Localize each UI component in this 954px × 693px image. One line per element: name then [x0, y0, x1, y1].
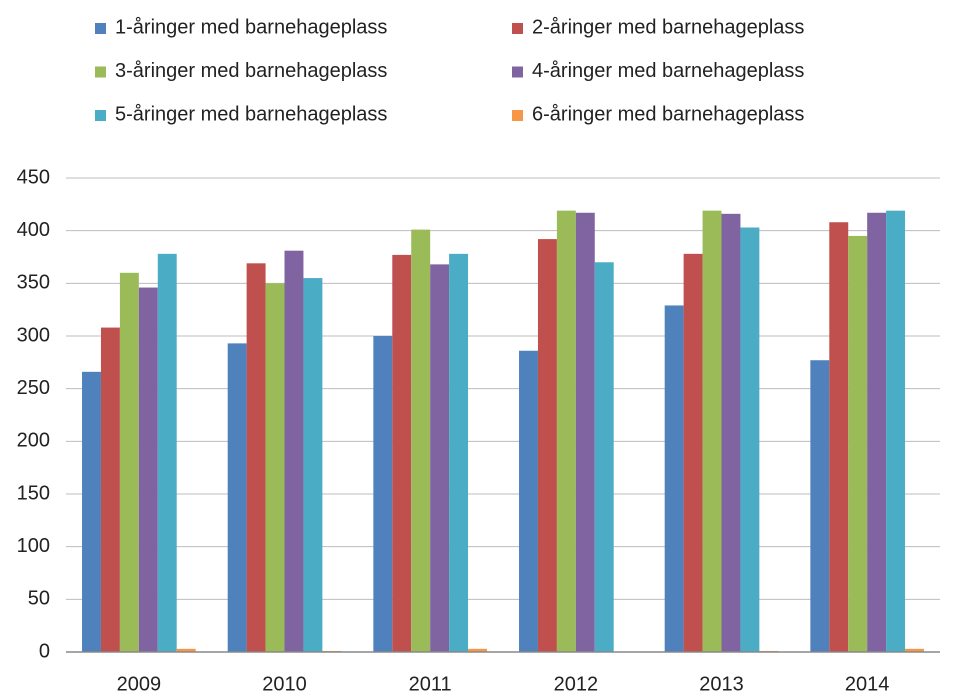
bar: [886, 210, 906, 653]
y-tick-label: 250: [17, 377, 50, 399]
bar: [449, 253, 469, 652]
legend-label: 1-åringer med barnehageplass: [115, 16, 387, 38]
bar: [519, 350, 538, 652]
legend-swatch: [512, 23, 523, 34]
y-tick-label: 150: [17, 482, 50, 504]
bar: [246, 263, 266, 652]
y-tick-label: 200: [17, 430, 50, 452]
y-tick-label: 300: [17, 324, 50, 346]
bar: [119, 272, 139, 652]
legend-label: 2-åringer med barnehageplass: [532, 16, 804, 38]
y-tick-label: 400: [17, 219, 50, 241]
bar: [138, 287, 158, 652]
legend-swatch: [95, 23, 106, 34]
bar: [740, 227, 760, 653]
bar: [157, 253, 177, 652]
bar: [867, 212, 887, 652]
y-tick-label: 350: [17, 272, 50, 294]
bar: [683, 253, 703, 652]
legend-label: 4-åringer med barnehageplass: [532, 60, 804, 82]
legend-swatch: [95, 66, 106, 78]
bar: [176, 648, 196, 652]
x-tick-label: 2010: [262, 673, 307, 693]
x-tick-label: 2011: [409, 673, 452, 693]
bar: [575, 212, 595, 652]
x-tick-label: 2012: [554, 673, 599, 693]
legend-label: 6-åringer med barnehageplass: [532, 103, 804, 125]
bar: [702, 210, 722, 653]
legend-label: 3-åringer med barnehageplass: [115, 60, 387, 82]
bar: [227, 343, 247, 652]
bar: [537, 239, 557, 653]
x-tick-label: 2014: [845, 673, 890, 693]
legend-label: 5-åringer med barnehageplass: [115, 103, 387, 125]
y-tick-label: 50: [28, 588, 50, 610]
bar: [100, 327, 120, 652]
x-tick-label: 2009: [117, 673, 162, 693]
bar: [905, 648, 924, 652]
bar: [556, 210, 576, 653]
bar: [373, 336, 393, 652]
y-tick-label: 0: [39, 640, 50, 662]
bar: [430, 264, 450, 652]
bar: [721, 213, 741, 652]
bar: [392, 254, 412, 653]
bar: [468, 648, 487, 652]
y-tick-label: 100: [17, 535, 50, 557]
bar: [829, 222, 849, 653]
bar: [411, 229, 431, 652]
bar: [810, 360, 830, 652]
bar: [284, 250, 304, 652]
bar: [265, 283, 285, 652]
bar: [594, 262, 614, 652]
bar: [303, 278, 323, 652]
bar: [664, 305, 684, 652]
x-tick-label: 2013: [699, 673, 744, 693]
legend-swatch: [95, 110, 106, 121]
y-tick-label: 450: [17, 166, 50, 188]
legend-swatch: [512, 110, 523, 121]
bar: [82, 371, 101, 652]
legend-swatch: [512, 66, 523, 78]
bar: [848, 235, 868, 652]
